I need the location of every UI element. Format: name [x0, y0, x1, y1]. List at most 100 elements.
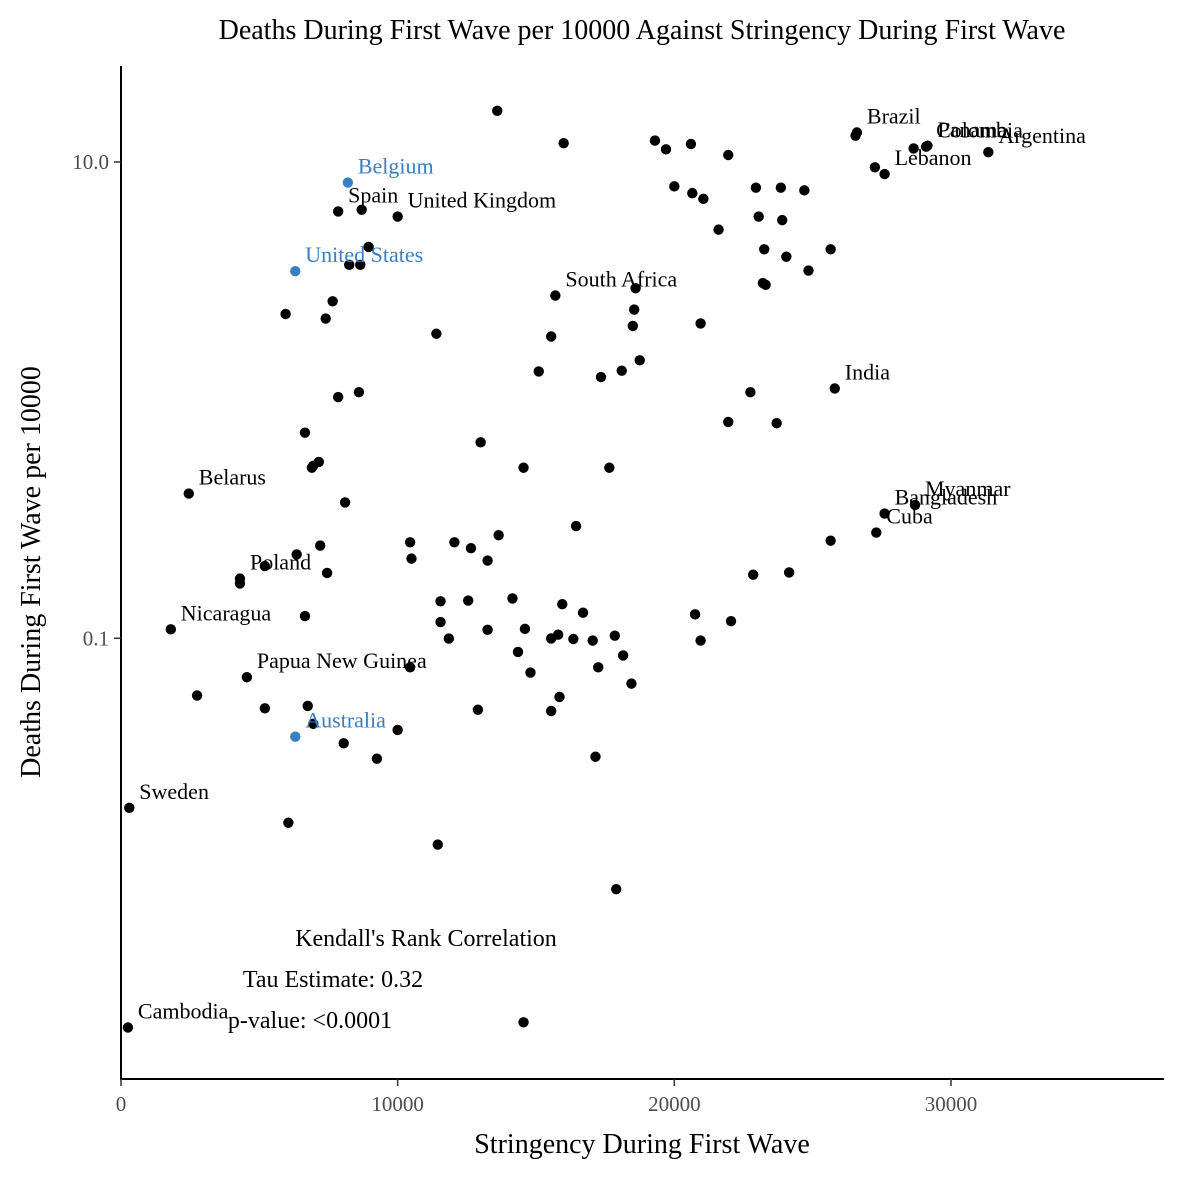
data-point — [507, 593, 518, 604]
data-point — [518, 462, 529, 473]
data-point — [869, 162, 881, 173]
x-axis-title: Stringency During First Wave — [474, 1129, 810, 1160]
data-point — [404, 537, 416, 548]
point-label: Lebanon — [895, 145, 972, 170]
data-point — [525, 667, 536, 678]
data-point — [492, 105, 503, 117]
labeled-data-point — [983, 146, 994, 158]
point-label: Belgium — [358, 154, 434, 179]
axes — [120, 66, 1164, 1080]
data-point — [799, 185, 810, 196]
data-point — [493, 529, 504, 541]
x-tick-label: 20000 — [648, 1092, 701, 1116]
x-tick-label: 10000 — [371, 1092, 424, 1116]
data-point — [321, 567, 333, 579]
data-point — [302, 700, 313, 712]
data-point — [803, 265, 814, 276]
point-label: Brazil — [867, 104, 921, 129]
data-point — [344, 259, 355, 271]
data-point — [306, 462, 318, 473]
data-point — [590, 751, 601, 762]
data-point — [698, 193, 709, 205]
labeled-data-point — [342, 177, 354, 188]
y-tick-label: 0.1 — [83, 626, 109, 650]
data-point — [259, 560, 271, 572]
point-label: Belarus — [199, 465, 266, 490]
point-label: Cuba — [886, 504, 933, 529]
labeled-data-point — [122, 1022, 134, 1033]
annotation-line-2: Tau Estimate: 0.32 — [243, 967, 423, 993]
data-point — [558, 137, 569, 149]
data-point — [339, 497, 351, 508]
data-point — [518, 1017, 529, 1028]
data-point — [465, 542, 477, 554]
y-tick-label: 10.0 — [72, 150, 109, 174]
data-point — [313, 456, 325, 468]
data-point — [695, 635, 706, 646]
data-point — [314, 540, 326, 551]
labeled-data-point — [879, 508, 890, 519]
data-point — [443, 633, 455, 644]
data-point — [546, 331, 557, 342]
data-point — [308, 718, 319, 730]
labeled-data-point — [909, 499, 921, 511]
labeled-data-point — [829, 383, 840, 394]
labeled-data-point — [550, 290, 561, 301]
data-point — [908, 143, 919, 154]
data-point — [299, 427, 311, 438]
data-point — [629, 304, 640, 315]
data-point — [723, 149, 734, 161]
data-point — [475, 437, 486, 448]
data-point — [825, 244, 836, 255]
labeled-data-point — [183, 488, 194, 499]
data-point — [609, 630, 621, 641]
point-label: South Africa — [565, 267, 677, 292]
data-point — [687, 187, 698, 199]
data-point — [435, 616, 446, 628]
labeled-data-point — [871, 527, 882, 538]
data-point — [546, 705, 557, 717]
data-point — [546, 633, 557, 644]
data-point — [320, 313, 331, 324]
data-point — [353, 386, 365, 398]
data-point — [781, 251, 792, 262]
data-point — [432, 839, 443, 850]
data-point — [626, 678, 637, 689]
data-point — [356, 204, 367, 215]
labeled-data-point — [165, 624, 176, 635]
data-point — [577, 607, 589, 618]
labeled-data-point — [124, 802, 135, 814]
data-point — [750, 182, 762, 193]
point-label: United States — [305, 242, 423, 267]
data-point — [771, 418, 782, 429]
data-point — [723, 416, 734, 428]
data-point — [449, 537, 460, 548]
data-point — [392, 724, 403, 736]
y-axis-title: Deaths During First Wave per 10000 — [16, 366, 47, 778]
point-label: Myanmar — [925, 476, 1011, 501]
data-point — [604, 462, 615, 473]
data-point — [431, 328, 442, 339]
labeled-data-point — [851, 127, 863, 138]
data-point — [355, 259, 366, 271]
labeled-data-point — [332, 206, 344, 217]
data-point — [332, 391, 344, 403]
data-point — [557, 599, 568, 610]
data-point — [404, 662, 416, 673]
data-point — [338, 738, 349, 749]
data-point — [371, 753, 383, 764]
point-label: Cambodia — [138, 998, 229, 1023]
data-point — [669, 181, 680, 192]
labeled-data-point — [920, 141, 932, 152]
labeled-data-point — [879, 168, 890, 180]
correlation-annotation: Kendall's Rank Correlation Tau Estimate:… — [228, 926, 557, 1034]
data-point — [512, 646, 524, 658]
data-point — [616, 365, 627, 376]
data-point — [554, 691, 565, 703]
point-label: Nicaragua — [181, 600, 272, 625]
data-point — [472, 704, 484, 715]
labeled-data-point — [290, 731, 301, 742]
data-point — [327, 296, 338, 307]
